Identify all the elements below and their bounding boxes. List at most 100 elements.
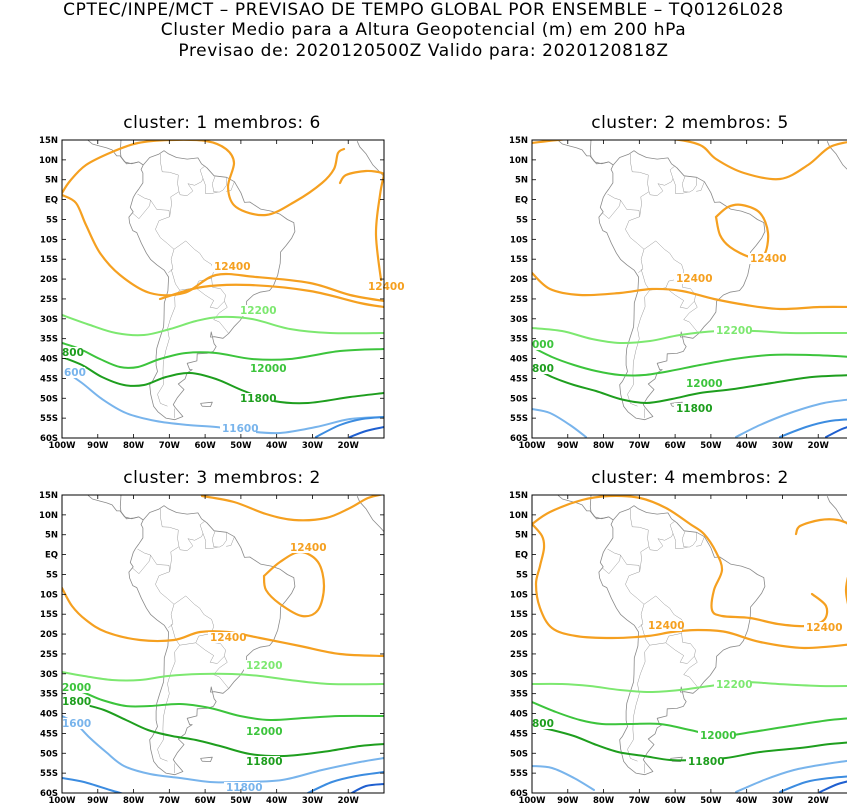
contour-line-11600 bbox=[735, 398, 847, 438]
lon-tick-label: 30W bbox=[772, 441, 794, 451]
contour-label: 2000 bbox=[62, 682, 91, 694]
central-america-coastline bbox=[119, 140, 139, 165]
contour-line-12000 bbox=[532, 346, 847, 377]
contour-line-11200 bbox=[349, 783, 384, 793]
contour-line-12400 bbox=[338, 169, 384, 185]
lat-tick-label: 45S bbox=[510, 374, 528, 384]
lat-tick-label: 50S bbox=[510, 749, 528, 759]
contour-label: 12200 bbox=[246, 660, 283, 672]
lat-tick-label: 10S bbox=[40, 235, 58, 245]
map-frame bbox=[61, 494, 385, 794]
country-border bbox=[155, 216, 175, 273]
contour-line-11600 bbox=[532, 765, 595, 791]
lon-tick-label: 60W bbox=[665, 441, 687, 451]
lat-tick-label: 25S bbox=[510, 295, 528, 305]
lat-tick-label: 5S bbox=[516, 570, 528, 580]
lat-tick-label: 20S bbox=[510, 275, 528, 285]
lon-tick-label: 100W bbox=[48, 441, 76, 451]
contour-label: 12200 bbox=[240, 305, 277, 317]
country-border bbox=[199, 165, 206, 179]
lat-tick-label: 30S bbox=[510, 315, 528, 325]
contour-line-11200 bbox=[819, 780, 847, 793]
contour-label: 12200 bbox=[716, 679, 753, 691]
country-border bbox=[212, 531, 227, 548]
lon-tick-label: 20W bbox=[338, 796, 360, 803]
lon-tick-label: 70W bbox=[159, 796, 181, 803]
lat-tick-label: 5S bbox=[516, 215, 528, 225]
country-border bbox=[643, 595, 684, 634]
panel-4-map: 12400 12400 12200 12000 800 11800 15N 10N 5N EQ 5S… bbox=[509, 491, 847, 803]
contour-line-11400 bbox=[779, 418, 847, 438]
contour-label: 11800 bbox=[240, 393, 277, 405]
lon-tick-label: 70W bbox=[159, 441, 181, 451]
country-border bbox=[157, 290, 180, 407]
map-frame bbox=[531, 494, 847, 794]
south-america-coastline bbox=[598, 150, 766, 421]
contour-label: 12000 bbox=[246, 726, 283, 738]
lat-tick-label: 5N bbox=[45, 531, 58, 541]
contour-label: 12400 bbox=[368, 281, 405, 293]
lat-tick-label: 25S bbox=[40, 650, 58, 660]
lat-tick-label: 50S bbox=[510, 394, 528, 404]
contour-label: 800 bbox=[62, 347, 84, 359]
country-border bbox=[155, 571, 175, 628]
country-border bbox=[672, 178, 688, 194]
panel-4-title: cluster: 4 membros: 2 bbox=[591, 468, 789, 488]
country-border bbox=[607, 548, 640, 572]
lon-tick-label: 40W bbox=[736, 796, 758, 803]
lon-tick-label: 20W bbox=[808, 796, 830, 803]
lat-tick-label: 55S bbox=[510, 769, 528, 779]
figure-title-line-2: Cluster Medio para a Altura Geopotencial… bbox=[160, 20, 687, 40]
country-border bbox=[682, 531, 697, 548]
country-border bbox=[683, 319, 699, 334]
contour-line-12400 bbox=[532, 271, 847, 311]
country-border bbox=[627, 645, 650, 762]
lon-tick-label: 60W bbox=[195, 796, 217, 803]
lat-tick-label: 10S bbox=[40, 590, 58, 600]
lat-tick-label: 15N bbox=[509, 491, 528, 501]
lat-tick-label: 60S bbox=[510, 434, 528, 444]
contour-line-12000 bbox=[532, 701, 847, 738]
lat-tick-label: 45S bbox=[40, 374, 58, 384]
contour-line-11200 bbox=[825, 426, 847, 438]
country-border bbox=[213, 656, 228, 675]
lat-tick-label: 30S bbox=[510, 670, 528, 680]
contour-label: 12400 bbox=[210, 632, 247, 644]
country-border bbox=[607, 193, 640, 217]
lon-tick-label: 60W bbox=[195, 441, 217, 451]
contour-line-11400 bbox=[305, 771, 384, 793]
contour-label: 12200 bbox=[716, 325, 753, 337]
central-america-coastline bbox=[87, 495, 144, 521]
figure-title-line-3: Previsao de: 2020120500Z Valido para: 20… bbox=[178, 41, 669, 61]
lat-tick-label: 45S bbox=[510, 729, 528, 739]
lat-tick-label: 10N bbox=[39, 511, 58, 521]
lat-tick-label: 5N bbox=[515, 176, 528, 186]
lat-tick-label: 30S bbox=[40, 670, 58, 680]
country-border bbox=[665, 633, 696, 664]
contour-label: 600 bbox=[64, 367, 86, 379]
country-border bbox=[137, 548, 170, 572]
country-border bbox=[682, 176, 697, 193]
country-border bbox=[132, 554, 151, 574]
country-border bbox=[202, 533, 218, 549]
lat-tick-label: 15N bbox=[39, 491, 58, 501]
panel-1-title: cluster: 1 membros: 6 bbox=[123, 113, 321, 133]
lon-tick-label: 90W bbox=[87, 796, 109, 803]
central-america-coastline bbox=[589, 140, 609, 165]
lat-tick-label: 15N bbox=[509, 136, 528, 146]
contour-line-12400 bbox=[794, 518, 847, 536]
falklands-island bbox=[200, 756, 213, 762]
lon-tick-label: 20W bbox=[338, 441, 360, 451]
contour-label: 000 bbox=[532, 339, 554, 351]
country-border bbox=[669, 520, 676, 534]
panel-3-title: cluster: 3 membros: 2 bbox=[123, 468, 321, 488]
panel-2-title: cluster: 2 membros: 5 bbox=[591, 113, 789, 133]
contour-label: 800 bbox=[532, 718, 554, 730]
lat-tick-label: 25S bbox=[40, 295, 58, 305]
lat-tick-label: 40S bbox=[40, 355, 58, 365]
country-border bbox=[630, 508, 650, 547]
contour-line-11400 bbox=[779, 775, 847, 793]
lat-tick-label: 5N bbox=[45, 176, 58, 186]
lat-tick-label: 5S bbox=[46, 570, 58, 580]
country-border bbox=[683, 656, 698, 675]
